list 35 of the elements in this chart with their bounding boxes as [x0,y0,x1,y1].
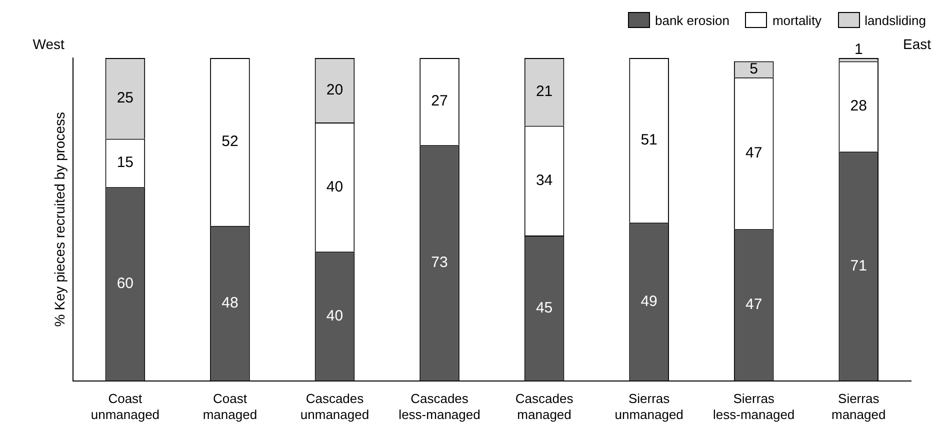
x-tick-label: Sierras less-managed [713,391,795,422]
data-label: 52 [222,133,238,150]
data-label: 71 [850,257,867,274]
data-label: 15 [116,154,134,172]
data-label: 40 [326,307,344,324]
x-tick-label: Cascades less-managed [398,391,480,422]
data-label: 20 [326,81,344,98]
legend-label: landsliding [864,12,926,28]
data-label: 40 [326,178,344,196]
data-label: 60 [116,275,134,292]
data-label: 49 [640,292,658,310]
text: East [902,36,932,52]
data-label: 1 [854,41,863,58]
data-label: 51 [640,131,658,148]
x-tick-label: Cascades managed [515,391,574,422]
y-axis-title: % Key pieces recruited by process [51,112,68,327]
data-label: 28 [850,98,867,115]
legend-label: bank erosion [654,12,730,28]
x-tick-label: Coast managed [202,391,258,422]
data-label: 27 [431,92,448,110]
text: West [32,36,65,52]
x-tick-label: Sierras managed [832,391,886,422]
x-tick-label: Coast unmanaged [90,391,160,422]
data-label: 34 [536,172,553,189]
data-label: 47 [745,296,762,314]
data-label: 48 [222,294,238,312]
x-tick-label: Sierras unmanaged [614,391,684,422]
data-label: 21 [536,83,553,100]
x-tick-label: Cascades unmanaged [300,391,370,422]
legend-label: mortality [772,12,822,28]
data-label: 47 [745,144,762,162]
data-label: 5 [750,60,758,78]
data-label: 25 [116,89,134,106]
data-label: 45 [536,299,553,316]
data-label: 73 [431,254,448,272]
